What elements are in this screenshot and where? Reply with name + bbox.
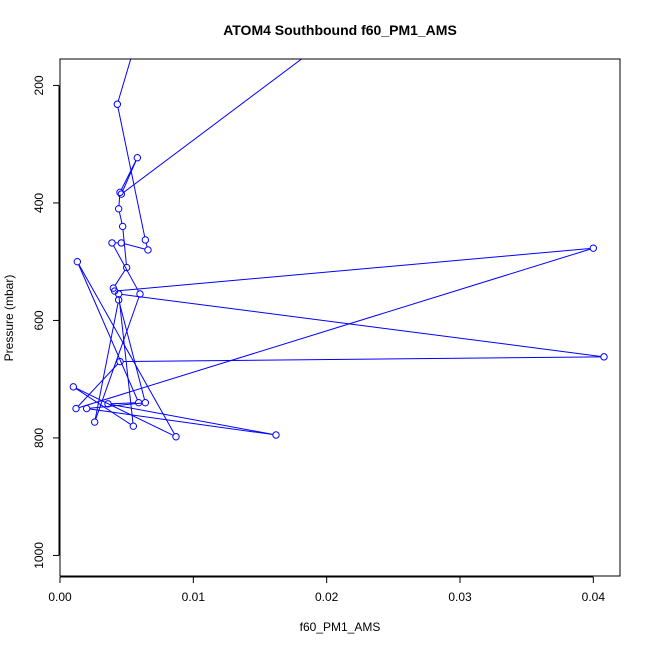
x-axis: 0.00 0.01 0.02 0.03 0.04 bbox=[48, 576, 606, 604]
y-tick-label: 600 bbox=[32, 310, 46, 330]
y-tick-label: 200 bbox=[32, 75, 46, 95]
series-segment bbox=[117, 107, 146, 237]
series-segment bbox=[78, 264, 175, 435]
data-point bbox=[73, 257, 82, 266]
data-point bbox=[108, 239, 116, 247]
data-point bbox=[114, 296, 123, 304]
x-tick-label: 0.02 bbox=[315, 590, 339, 604]
data-point bbox=[114, 205, 123, 213]
series-segment bbox=[113, 245, 139, 292]
series-segment bbox=[114, 269, 126, 286]
data-point bbox=[122, 263, 131, 272]
data-point bbox=[104, 400, 112, 408]
data-point bbox=[82, 404, 91, 413]
series-segment bbox=[111, 403, 273, 435]
data-point bbox=[69, 383, 78, 391]
y-tick-label: 800 bbox=[32, 428, 46, 448]
series-segment bbox=[123, 356, 601, 363]
data-point bbox=[116, 357, 124, 366]
series-segment bbox=[123, 59, 303, 193]
series-segment bbox=[111, 402, 136, 405]
data-point bbox=[90, 418, 99, 426]
data-point bbox=[129, 422, 138, 430]
data-point bbox=[133, 154, 142, 162]
data-point bbox=[114, 290, 123, 298]
data-point bbox=[589, 244, 598, 252]
series-segment bbox=[77, 363, 119, 407]
data-point bbox=[141, 236, 150, 244]
chart-title: ATOM4 Southbound f60_PM1_AMS bbox=[223, 22, 457, 38]
data-point bbox=[117, 239, 126, 247]
series-segment bbox=[117, 247, 591, 292]
data-point bbox=[72, 404, 80, 413]
data-point bbox=[113, 100, 122, 108]
plot-frame bbox=[59, 58, 621, 577]
data-point bbox=[172, 433, 180, 441]
y-tick-label: 1000 bbox=[32, 542, 46, 569]
y-axis-label: Pressure (mbar) bbox=[2, 275, 16, 362]
series-segment bbox=[124, 243, 146, 250]
series-segment bbox=[118, 297, 134, 424]
series-segment bbox=[78, 264, 138, 400]
series-segment bbox=[117, 59, 132, 102]
series-segment bbox=[121, 293, 601, 357]
series-segment bbox=[118, 302, 146, 400]
series-segment bbox=[95, 296, 140, 420]
data-point bbox=[118, 222, 127, 231]
series-segment bbox=[122, 229, 127, 265]
plot-area bbox=[69, 59, 608, 441]
series-segment bbox=[145, 242, 148, 247]
x-axis-label: f60_PM1_AMS bbox=[300, 620, 381, 634]
x-tick-label: 0.04 bbox=[582, 590, 606, 604]
data-point bbox=[117, 190, 126, 198]
y-tick-label: 400 bbox=[32, 193, 46, 213]
y-axis: 200 400 600 800 1000 bbox=[32, 75, 60, 569]
data-point bbox=[116, 188, 124, 197]
x-tick-label: 0.01 bbox=[182, 590, 206, 604]
series-segment bbox=[89, 408, 273, 436]
data-point bbox=[144, 246, 152, 254]
series-segment bbox=[78, 248, 591, 409]
data-point bbox=[136, 290, 144, 298]
series-segment bbox=[75, 387, 174, 436]
series-segment bbox=[118, 211, 123, 224]
data-point bbox=[600, 353, 608, 361]
series-segment bbox=[120, 160, 137, 190]
x-tick-label: 0.00 bbox=[48, 590, 72, 604]
x-tick-label: 0.03 bbox=[448, 590, 472, 604]
series-segment bbox=[94, 302, 119, 420]
data-point bbox=[272, 431, 280, 439]
data-point bbox=[141, 398, 150, 407]
series-segment bbox=[89, 402, 143, 409]
